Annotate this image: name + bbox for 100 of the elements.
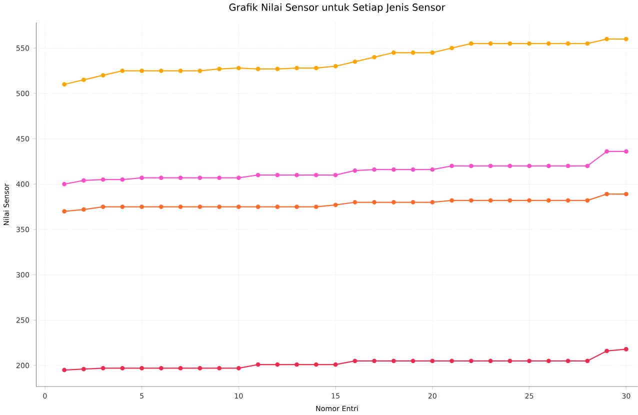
point: [314, 66, 318, 70]
point: [314, 362, 318, 367]
point: [217, 176, 222, 180]
point: [314, 173, 318, 178]
point: [450, 198, 454, 203]
point: [372, 358, 377, 364]
point: [100, 73, 106, 78]
point: [140, 204, 144, 210]
point: [333, 202, 338, 208]
point: [391, 50, 396, 56]
point: [81, 367, 86, 372]
point: [410, 358, 416, 364]
point: [120, 178, 125, 182]
point: [624, 37, 628, 42]
point: [430, 168, 435, 172]
point: [120, 204, 125, 210]
point: [410, 50, 416, 56]
point: [624, 347, 628, 352]
point: [566, 358, 570, 364]
point: [450, 46, 454, 51]
point: [256, 204, 260, 210]
point: [624, 149, 628, 154]
point: [488, 164, 493, 168]
point: [256, 362, 260, 367]
point: [604, 37, 609, 42]
point: [256, 173, 260, 178]
point: [236, 176, 241, 180]
point: [488, 198, 493, 203]
point: [100, 366, 106, 371]
point: [333, 362, 338, 367]
point: [546, 42, 551, 46]
point: [604, 192, 609, 197]
point: [198, 176, 202, 180]
point: [546, 164, 551, 168]
point: [333, 64, 338, 69]
point: [158, 68, 164, 74]
point: [198, 68, 202, 74]
point: [352, 168, 358, 173]
point: [468, 42, 474, 46]
point: [236, 366, 241, 371]
point: [508, 42, 512, 46]
point: [352, 200, 358, 205]
point: [294, 66, 300, 70]
point: [217, 366, 222, 371]
point: [158, 204, 164, 210]
point: [391, 168, 396, 172]
point: [178, 366, 183, 371]
point: [275, 66, 280, 72]
point: [566, 164, 570, 168]
point: [158, 366, 164, 371]
point: [508, 164, 512, 168]
point: [527, 42, 532, 46]
point: [566, 42, 570, 46]
point: [430, 358, 435, 364]
point: [624, 192, 628, 197]
point: [585, 164, 590, 168]
point: [158, 176, 164, 180]
point: [468, 358, 474, 364]
point: [62, 368, 67, 372]
point: [100, 204, 106, 210]
point: [120, 366, 125, 371]
point: [585, 358, 590, 364]
point: [372, 168, 377, 172]
point: [430, 50, 435, 56]
point: [410, 200, 416, 205]
point: [430, 200, 435, 205]
point: [294, 362, 300, 367]
point: [236, 204, 241, 210]
point: [120, 68, 125, 74]
point: [198, 204, 202, 210]
point: [585, 42, 590, 46]
point: [333, 173, 338, 178]
point: [527, 198, 532, 203]
point: [62, 209, 67, 214]
point: [178, 204, 183, 210]
point: [604, 348, 609, 354]
point: [81, 208, 86, 212]
point: [294, 204, 300, 210]
point: [508, 198, 512, 203]
point: [62, 82, 67, 87]
point: [604, 149, 609, 154]
point: [100, 178, 106, 182]
point: [468, 164, 474, 168]
point: [566, 198, 570, 203]
point: [217, 204, 222, 210]
point: [372, 55, 377, 60]
point: [450, 164, 454, 168]
point: [314, 204, 318, 210]
point: [217, 66, 222, 72]
point: [81, 178, 86, 183]
point: [527, 358, 532, 364]
point: [236, 66, 241, 70]
point: [585, 198, 590, 203]
point: [450, 358, 454, 364]
point: [275, 204, 280, 210]
point: [140, 68, 144, 74]
point: [352, 60, 358, 64]
point: [81, 78, 86, 82]
point: [275, 362, 280, 367]
point: [488, 358, 493, 364]
